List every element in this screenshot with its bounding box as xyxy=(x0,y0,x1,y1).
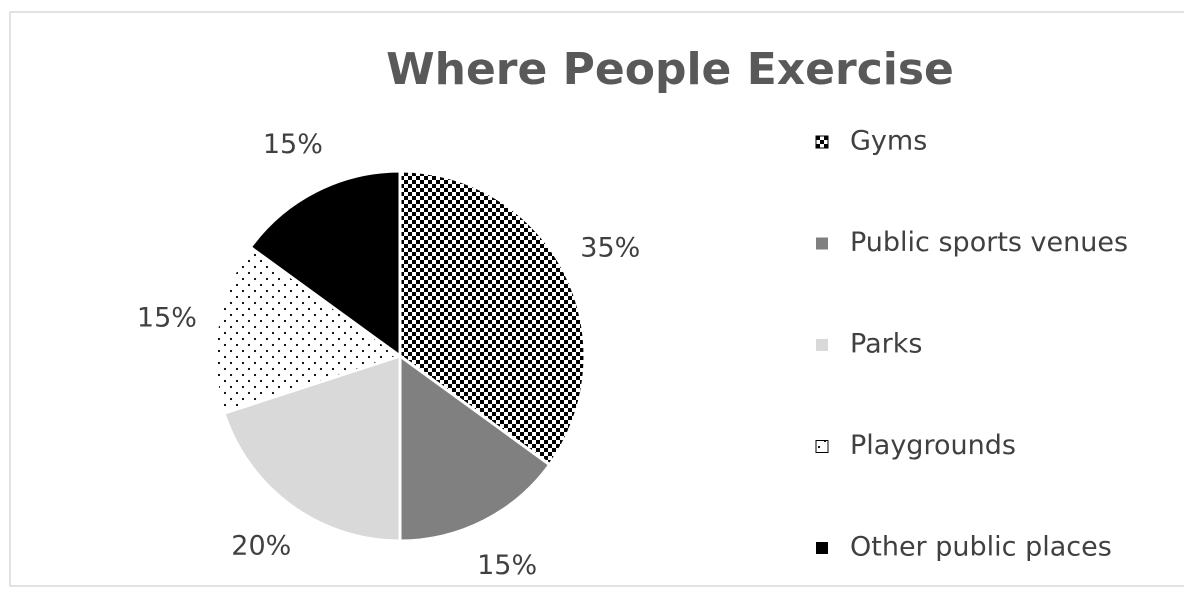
data-label: 15% xyxy=(263,129,323,160)
legend-label: Other public places xyxy=(850,532,1112,563)
chart-frame xyxy=(9,11,1184,587)
pie-slice xyxy=(398,353,552,543)
legend-label: Public sports venues xyxy=(850,227,1128,258)
legend-swatch xyxy=(816,542,828,554)
legend-swatch xyxy=(816,237,828,250)
data-label: 35% xyxy=(580,232,640,263)
pie-slice xyxy=(222,353,402,543)
legend-swatch xyxy=(816,339,828,351)
legend-swatch xyxy=(815,135,829,149)
legend-label: Playgrounds xyxy=(850,430,1016,461)
pie-slice xyxy=(398,169,587,467)
pie-slice xyxy=(248,169,402,359)
chart-title: Where People Exercise xyxy=(386,44,954,95)
pie-slice xyxy=(213,245,404,416)
data-label: 15% xyxy=(477,550,537,581)
data-label: 15% xyxy=(137,303,197,334)
legend-label: Gyms xyxy=(850,126,927,157)
data-label: 20% xyxy=(231,530,291,561)
legend-swatch xyxy=(815,440,829,453)
legend-label: Parks xyxy=(850,329,922,360)
